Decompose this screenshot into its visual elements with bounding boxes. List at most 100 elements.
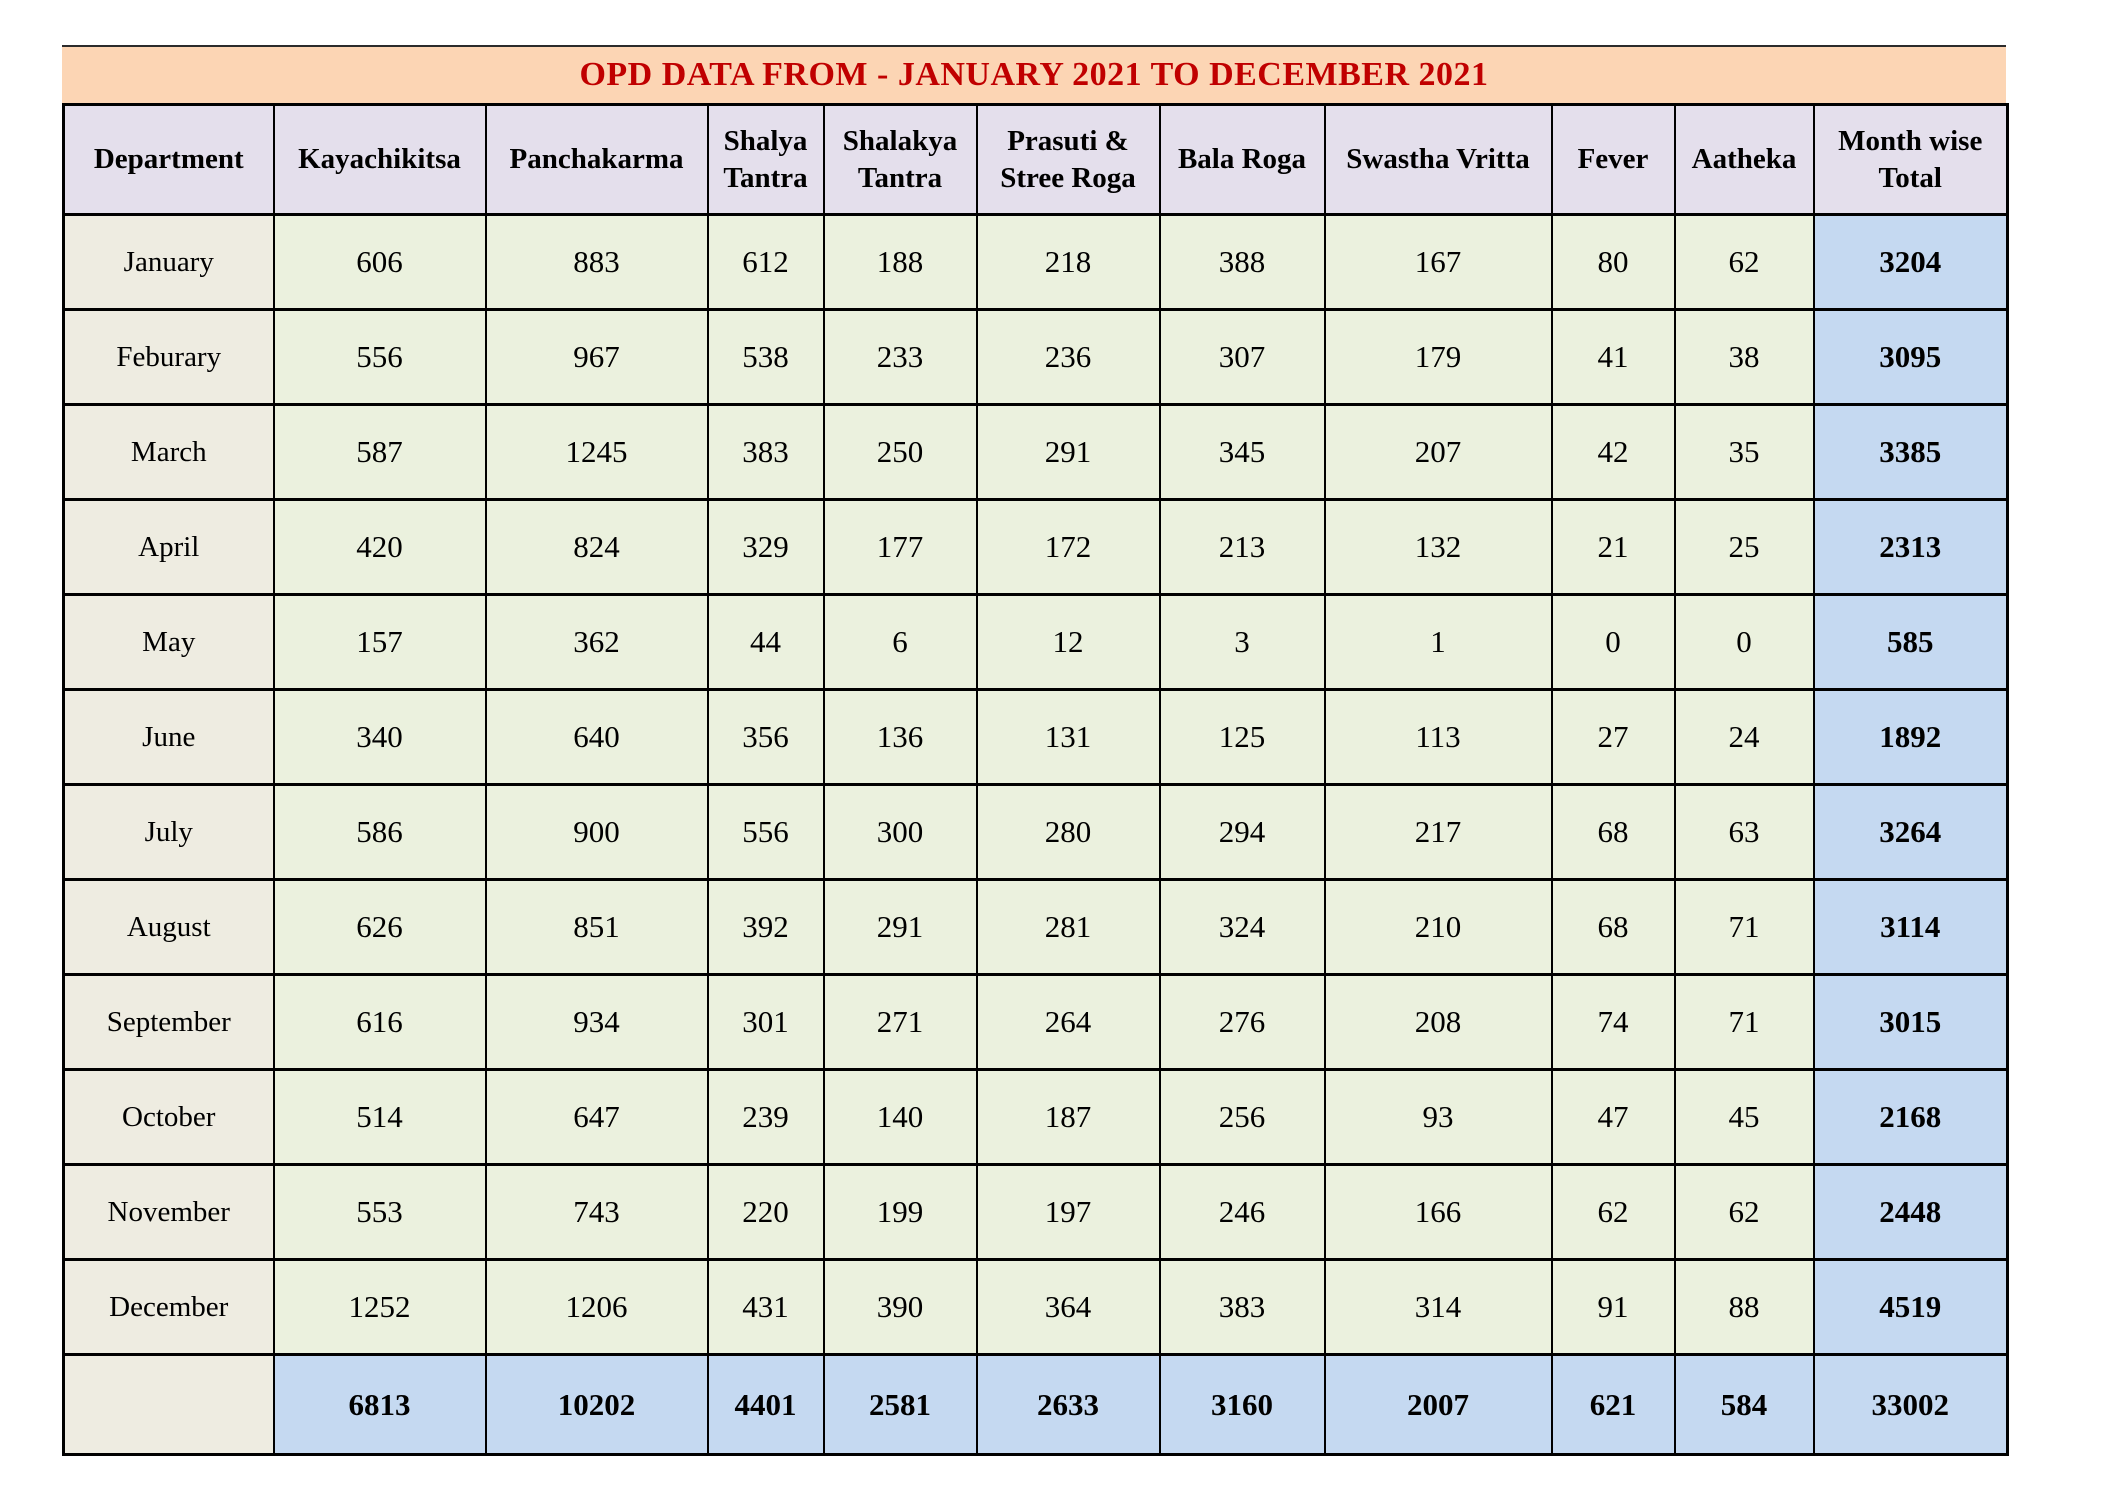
row-total-cell: 4519 [1812,1258,2009,1356]
data-cell: 113 [1323,688,1553,786]
row-label-december: December [62,1258,275,1356]
data-cell: 390 [822,1258,978,1356]
data-cell: 324 [1158,878,1326,976]
row-total-cell: 3385 [1812,403,2009,501]
data-cell: 166 [1323,1163,1553,1261]
data-cell: 556 [706,783,825,881]
table-row-september: September 616 934 301 271 264 276 208 74… [62,973,2009,1071]
column-header-kayachikitsa: Kayachikitsa [272,103,487,216]
column-total-cell: 2007 [1323,1353,1553,1456]
table-row-july: July 586 900 556 300 280 294 217 68 63 3… [62,783,2009,881]
data-cell: 210 [1323,878,1553,976]
row-label-may: May [62,593,275,691]
data-cell: 38 [1673,308,1815,406]
data-cell: 167 [1323,213,1553,311]
data-cell: 47 [1550,1068,1676,1166]
data-cell: 80 [1550,213,1676,311]
data-cell: 392 [706,878,825,976]
data-cell: 256 [1158,1068,1326,1166]
data-cell: 246 [1158,1163,1326,1261]
row-total-cell: 2448 [1812,1163,2009,1261]
data-cell: 1 [1323,593,1553,691]
row-label-january: January [62,213,275,311]
data-cell: 217 [1323,783,1553,881]
table-footer: 6813 10202 4401 2581 2633 3160 2007 621 … [62,1353,2009,1456]
table-row-march: March 587 1245 383 250 291 345 207 42 35… [62,403,2009,501]
data-cell: 42 [1550,403,1676,501]
data-cell: 62 [1673,1163,1815,1261]
data-cell: 236 [975,308,1161,406]
data-cell: 356 [706,688,825,786]
data-cell: 41 [1550,308,1676,406]
row-total-cell: 585 [1812,593,2009,691]
data-cell: 218 [975,213,1161,311]
table-title-bar: OPD DATA FROM - JANUARY 2021 TO DECEMBER… [62,45,2006,103]
data-cell: 62 [1673,213,1815,311]
data-cell: 136 [822,688,978,786]
data-cell: 383 [1158,1258,1326,1356]
opd-sheet: OPD DATA FROM - JANUARY 2021 TO DECEMBER… [62,45,2009,1456]
data-cell: 294 [1158,783,1326,881]
row-total-cell: 3204 [1812,213,2009,311]
data-cell: 383 [706,403,825,501]
column-total-cell: 584 [1673,1353,1815,1456]
data-cell: 197 [975,1163,1161,1261]
data-cell: 300 [822,783,978,881]
row-label-october: October [62,1068,275,1166]
data-cell: 63 [1673,783,1815,881]
data-cell: 640 [484,688,709,786]
column-header-panchakarma: Panchakarma [484,103,709,216]
data-cell: 250 [822,403,978,501]
row-label-feburary: Feburary [62,308,275,406]
totals-row-empty-cell [62,1353,275,1456]
data-cell: 743 [484,1163,709,1261]
data-cell: 12 [975,593,1161,691]
column-total-cell: 3160 [1158,1353,1326,1456]
data-cell: 21 [1550,498,1676,596]
data-cell: 824 [484,498,709,596]
totals-row: 6813 10202 4401 2581 2633 3160 2007 621 … [62,1353,2009,1456]
data-cell: 271 [822,973,978,1071]
data-cell: 239 [706,1068,825,1166]
data-cell: 233 [822,308,978,406]
data-cell: 388 [1158,213,1326,311]
data-cell: 606 [272,213,487,311]
row-total-cell: 2168 [1812,1068,2009,1166]
column-header-month-wise-total: Month wise Total [1812,103,2009,216]
data-cell: 91 [1550,1258,1676,1356]
data-cell: 208 [1323,973,1553,1071]
data-cell: 291 [822,878,978,976]
table-header: Department Kayachikitsa Panchakarma Shal… [62,103,2009,216]
data-cell: 71 [1673,973,1815,1071]
data-cell: 364 [975,1258,1161,1356]
data-cell: 132 [1323,498,1553,596]
data-cell: 45 [1673,1068,1815,1166]
data-cell: 301 [706,973,825,1071]
data-cell: 616 [272,973,487,1071]
data-cell: 213 [1158,498,1326,596]
row-total-cell: 3264 [1812,783,2009,881]
data-cell: 74 [1550,973,1676,1071]
table-row-june: June 340 640 356 136 131 125 113 27 24 1… [62,688,2009,786]
row-label-june: June [62,688,275,786]
data-cell: 25 [1673,498,1815,596]
data-cell: 281 [975,878,1161,976]
data-cell: 264 [975,973,1161,1071]
column-total-cell: 10202 [484,1353,709,1456]
opd-data-table: Department Kayachikitsa Panchakarma Shal… [62,103,2009,1456]
data-cell: 172 [975,498,1161,596]
data-cell: 220 [706,1163,825,1261]
table-row-august: August 626 851 392 291 281 324 210 68 71… [62,878,2009,976]
data-cell: 900 [484,783,709,881]
data-cell: 345 [1158,403,1326,501]
row-label-april: April [62,498,275,596]
data-cell: 280 [975,783,1161,881]
table-title: OPD DATA FROM - JANUARY 2021 TO DECEMBER… [579,56,1489,93]
data-cell: 362 [484,593,709,691]
column-header-department: Department [62,103,275,216]
data-cell: 934 [484,973,709,1071]
data-cell: 883 [484,213,709,311]
row-total-cell: 2313 [1812,498,2009,596]
data-cell: 612 [706,213,825,311]
